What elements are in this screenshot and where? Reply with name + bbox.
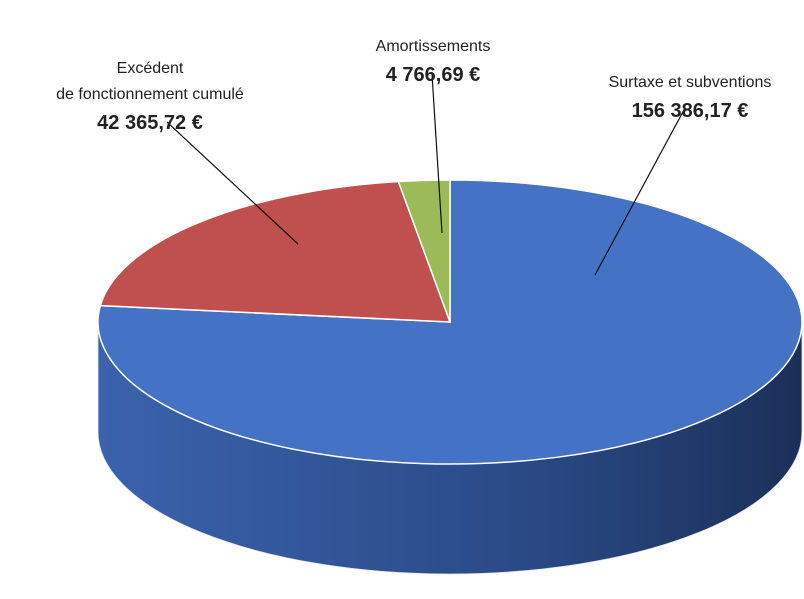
slice-label: Excédent de fonctionnement cumulé 42 365…	[0, 30, 300, 164]
slice-label: Amortissements 4 766,69 €	[333, 8, 533, 116]
slice	[99, 180, 452, 323]
category-label: Excédent de fonctionnement cumulé	[56, 60, 244, 103]
value-label: 42 365,72 €	[97, 112, 203, 134]
value-label: 156 386,17 €	[631, 100, 749, 122]
leader-line	[431, 73, 443, 234]
value-label: 4 766,69 €	[385, 64, 481, 86]
leader-line	[166, 121, 299, 245]
slice-label: Surtaxe et subventions 156 386,17 €	[560, 44, 804, 152]
slice	[397, 179, 451, 323]
leader-lines	[166, 73, 686, 276]
leader-line	[594, 107, 686, 276]
category-label: Surtaxe et subventions	[608, 74, 772, 91]
category-label: Amortissements	[375, 38, 491, 55]
